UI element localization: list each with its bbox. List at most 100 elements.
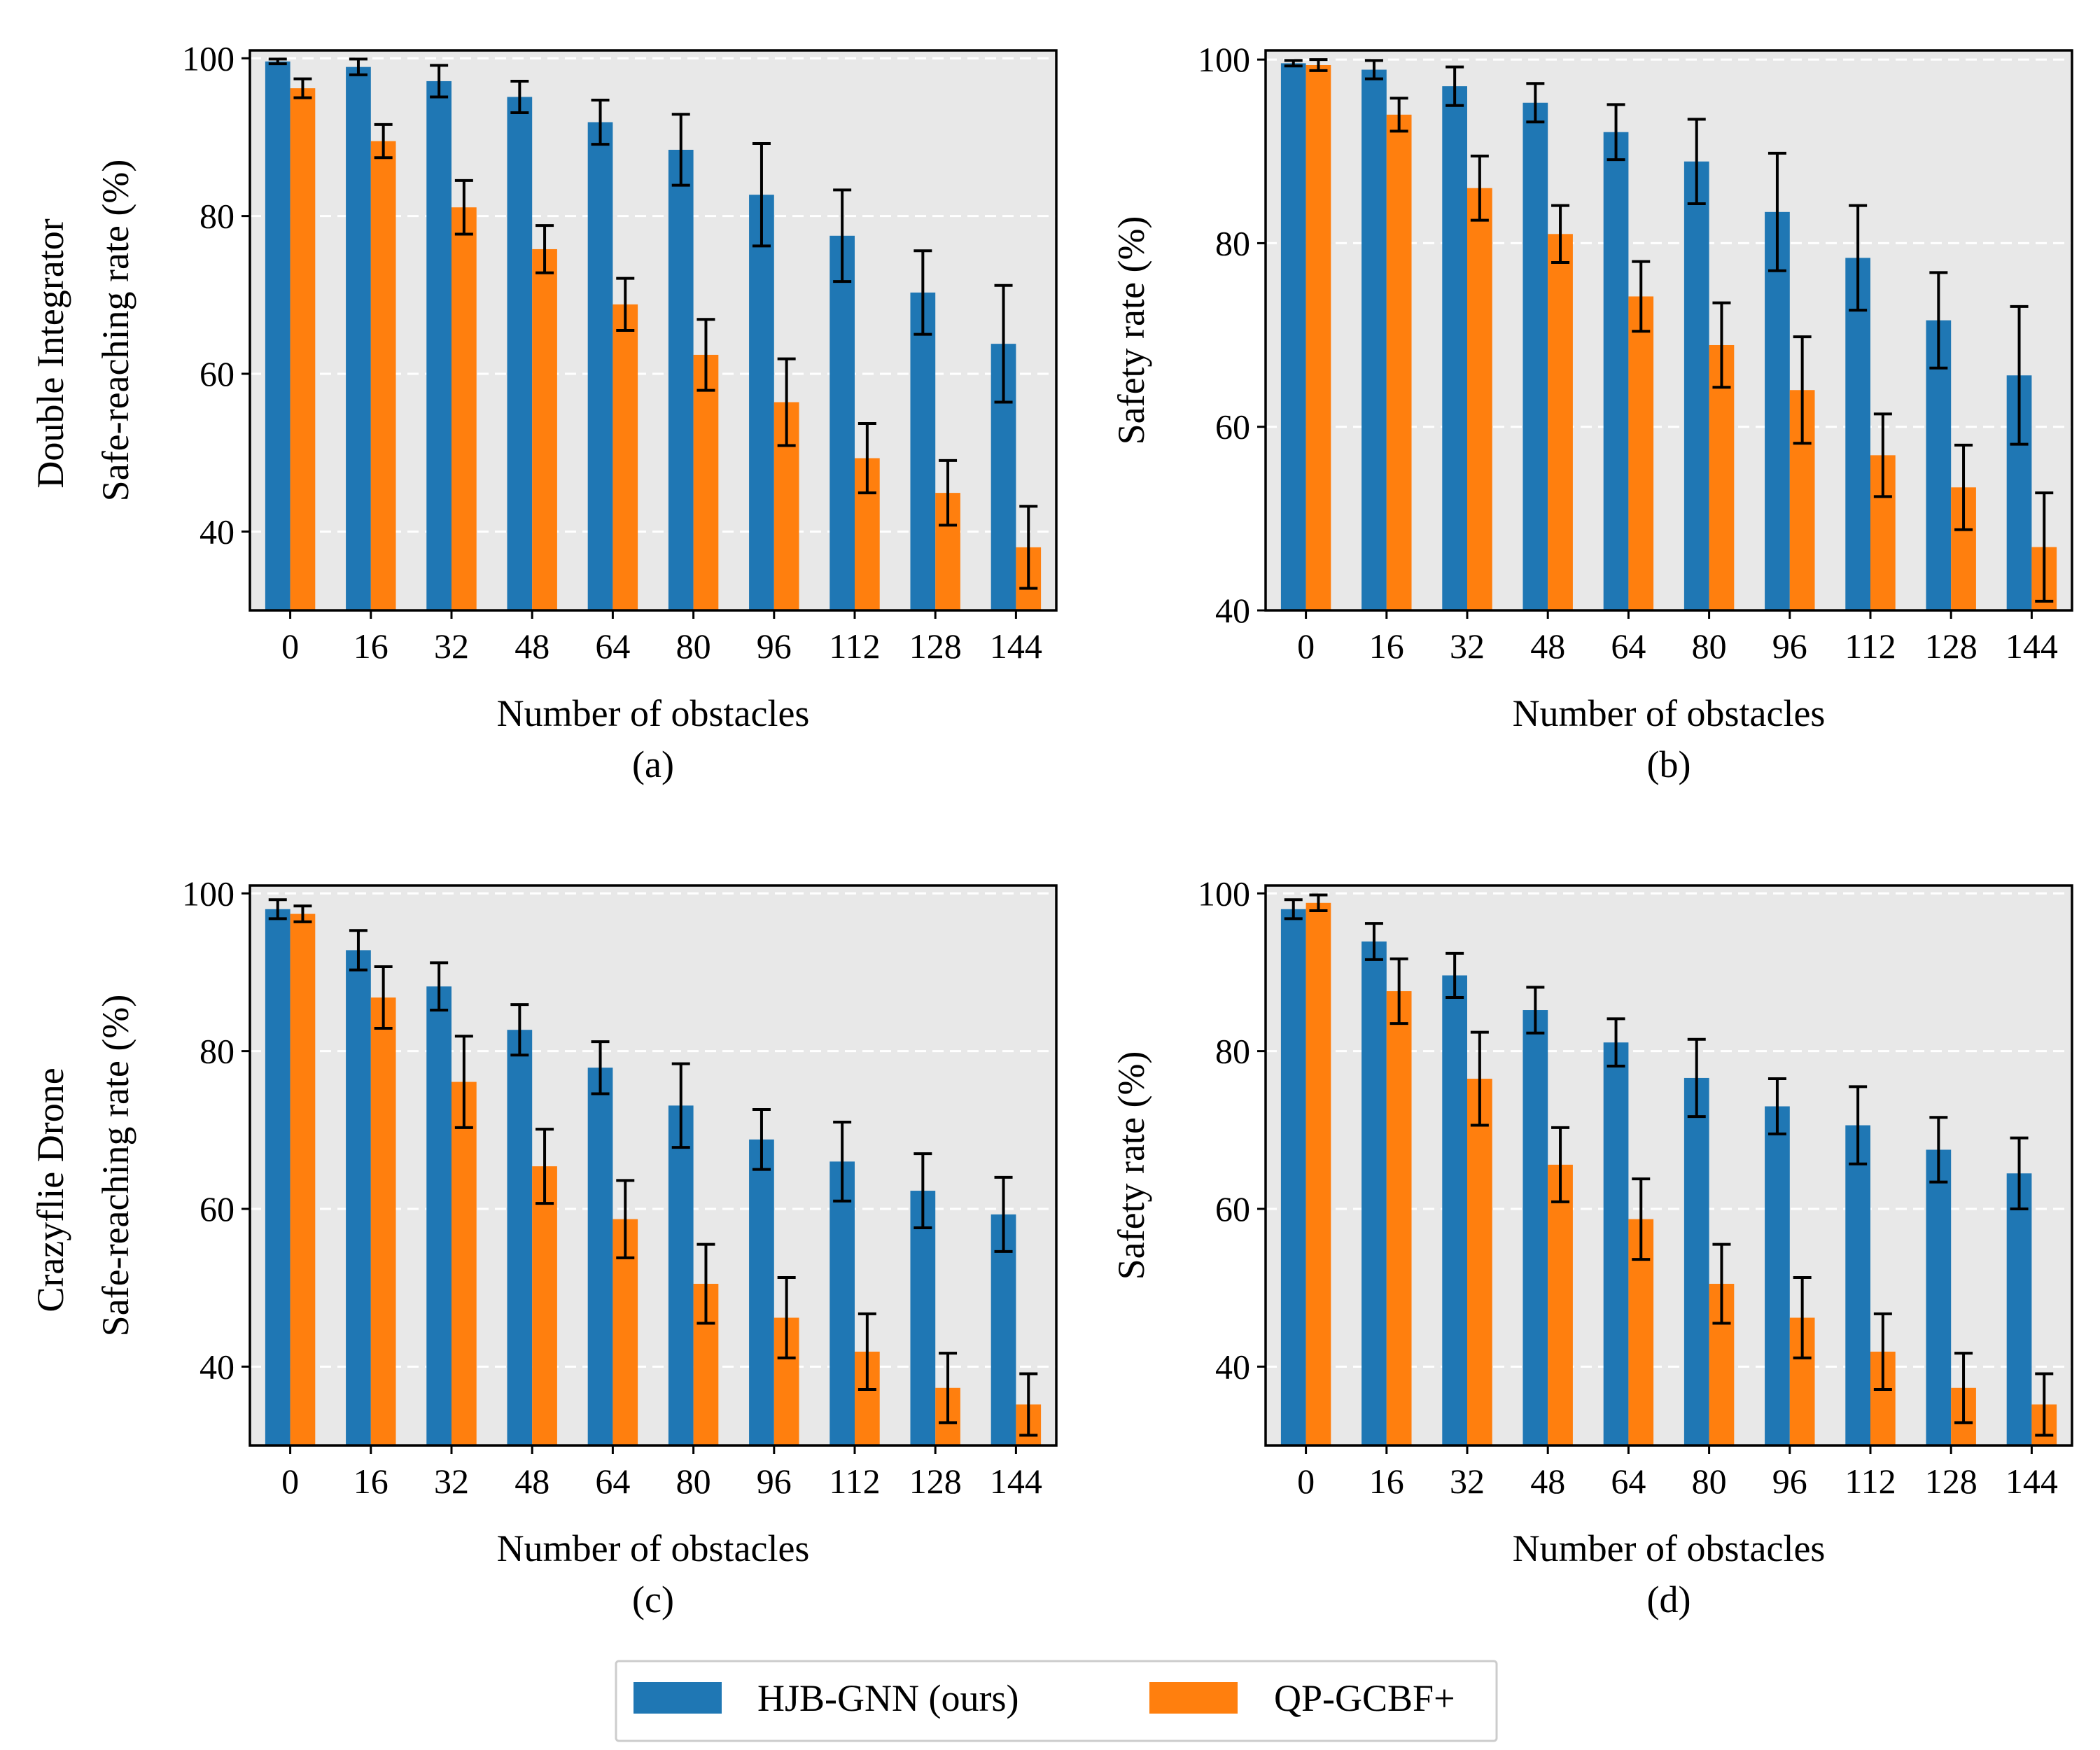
x-tick-label: 80 [676,1462,711,1501]
y-tick-label: 100 [1198,40,1250,79]
bar-hjb-gnn [1765,211,1790,610]
x-tick-label: 16 [354,1462,388,1501]
x-tick-label: 0 [1297,1462,1315,1501]
plot-frame [1264,49,2073,612]
y-tick-label: 40 [1215,1347,1250,1386]
panel-caption: (c) [632,1578,674,1620]
bar-qp-gcbf [451,1082,477,1446]
legend-label-hjb-gnn: HJB-GNN (ours) [757,1677,1018,1719]
bar-qp-gcbf [1386,114,1412,610]
bar-hjb-gnn [830,235,855,611]
bar-qp-gcbf [1306,64,1331,611]
bar-qp-gcbf [1709,344,1735,610]
bar-hjb-gnn [1522,102,1548,611]
x-tick-label: 144 [990,1462,1042,1501]
x-tick-label: 32 [434,626,469,666]
bar-qp-gcbf [612,304,638,610]
y-tick-label: 80 [1215,223,1250,262]
panel-caption: (b) [1647,743,1691,785]
bar-hjb-gnn [426,986,451,1446]
x-tick-label: 64 [1611,626,1646,666]
bar-hjb-gnn [1603,1042,1629,1446]
y-tick-label: 100 [182,874,234,913]
x-tick-label: 128 [909,1462,962,1501]
bar-qp-gcbf [290,88,316,610]
x-tick-label: 144 [2005,626,2058,666]
panel-3: 40 60 80 100 0 16 32 48 64 80 96 112 128 144 Number of… [1110,874,2073,1620]
y-tick-label: 40 [200,512,234,551]
x-tick-label: 128 [1925,626,1977,666]
bar-hjb-gnn [1280,63,1306,610]
bar-hjb-gnn [668,1105,694,1446]
y-tick-label: 40 [200,1347,234,1386]
x-tick-label: 0 [281,1462,299,1501]
bar-qp-gcbf [1467,1079,1492,1446]
panel-1: 40 60 80 100 0 16 32 48 64 80 96 112 128 144 Number of… [1110,40,2073,785]
y-tick-label: 100 [1198,874,1250,913]
bar-hjb-gnn [587,1068,613,1446]
bar-qp-gcbf [532,1166,557,1446]
y-tick-label: 60 [200,1189,234,1228]
x-tick-label: 112 [829,626,880,666]
x-tick-label: 96 [757,1462,792,1501]
bar-hjb-gnn [507,1030,533,1446]
x-tick-label: 128 [909,626,962,666]
legend-frame [615,1660,1498,1742]
plot-frame [1264,884,2073,1447]
x-tick-label: 0 [1297,626,1315,666]
panel-caption: (a) [632,743,674,785]
x-tick-label: 96 [757,626,792,666]
bar-qp-gcbf [1306,902,1331,1446]
bar-hjb-gnn [1845,1125,1870,1446]
bar-qp-gcbf [370,997,396,1446]
bar-hjb-gnn [990,1214,1016,1446]
bar-hjb-gnn [910,1191,936,1446]
row-title-double-integrator: Double Integrator [29,218,71,488]
x-tick-label: 112 [829,1462,880,1501]
y-axis-title: Safety rate (%) [1110,216,1152,445]
x-tick-label: 96 [1772,626,1807,666]
bar-hjb-gnn [265,61,290,610]
x-tick-label: 16 [354,626,388,666]
x-tick-label: 128 [1925,1462,1977,1501]
x-tick-label: 64 [1611,1462,1646,1501]
x-tick-label: 96 [1772,1462,1807,1501]
bar-hjb-gnn [346,66,371,610]
bar-hjb-gnn [1765,1106,1790,1446]
bar-hjb-gnn [1362,69,1387,610]
x-tick-label: 80 [1692,1462,1727,1501]
bar-hjb-gnn [749,1139,774,1446]
bar-qp-gcbf [532,248,557,610]
y-tick-label: 60 [200,354,234,393]
panel-2: 40 60 80 100 0 16 32 48 64 80 96 112 128 144 Number of… [94,874,1058,1620]
legend-label-qp-gcbf: QP-GCBF+ [1274,1677,1455,1719]
bar-qp-gcbf [693,354,719,610]
x-tick-label: 112 [1844,626,1896,666]
bar-qp-gcbf [1467,188,1492,610]
bar-hjb-gnn [1684,1077,1709,1446]
bar-hjb-gnn [910,292,936,610]
y-tick-label: 80 [200,197,234,236]
x-tick-label: 64 [595,1462,630,1501]
x-tick-label: 32 [1450,1462,1485,1501]
bar-qp-gcbf [1548,1164,1573,1446]
bar-hjb-gnn [1442,86,1467,611]
x-tick-label: 80 [676,626,711,666]
panels: 40 60 80 100 0 16 32 48 64 80 96 112 128 144 Number of… [94,38,2073,1620]
plot-frame [248,49,1058,612]
plot-frame [248,884,1058,1447]
x-tick-label: 48 [1530,626,1565,666]
bar-hjb-gnn [1362,941,1387,1446]
bar-hjb-gnn [830,1161,855,1446]
bar-hjb-gnn [749,195,774,611]
x-tick-label: 48 [1530,1462,1565,1501]
x-tick-label: 16 [1369,626,1404,666]
y-axis-title: Safe-reaching rate (%) [94,995,136,1337]
bar-hjb-gnn [2006,1173,2032,1446]
bar-hjb-gnn [1684,161,1709,610]
x-tick-label: 48 [514,626,550,666]
bar-hjb-gnn [507,97,533,610]
x-tick-label: 144 [2005,1462,2058,1501]
x-tick-label: 16 [1369,1462,1404,1501]
